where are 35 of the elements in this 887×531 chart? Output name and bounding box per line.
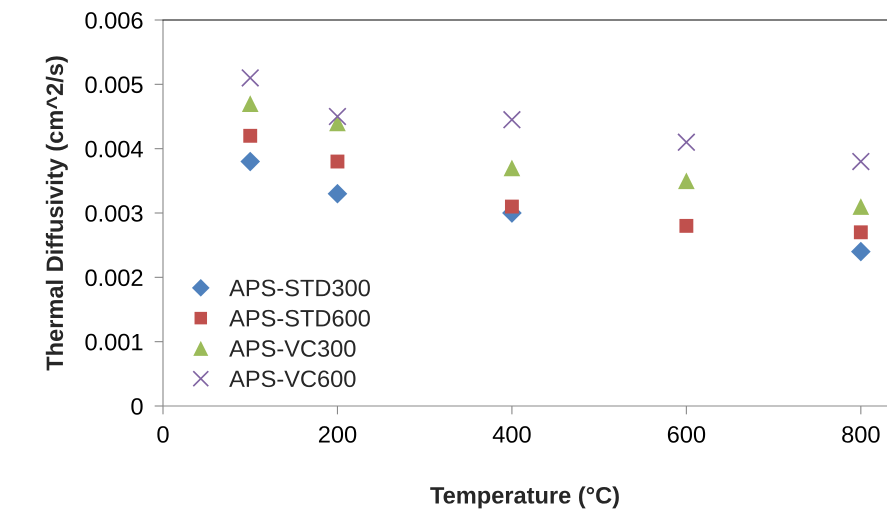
point <box>852 198 870 215</box>
y-axis-title: Thermal Diffusivity (cm^2/s) <box>46 56 68 371</box>
x-tick-label: 600 <box>668 426 706 443</box>
point <box>678 172 695 190</box>
y-tick-label: 0.004 <box>85 140 143 158</box>
point <box>240 152 260 172</box>
point <box>677 133 696 152</box>
point <box>242 95 259 112</box>
legend-label: APS-STD300 <box>229 280 370 296</box>
point <box>852 152 870 171</box>
point <box>330 154 344 168</box>
x-tick-label: 400 <box>492 426 531 443</box>
x-tick-label: 800 <box>842 426 880 443</box>
x-tick-label: 200 <box>318 426 356 443</box>
y-tick-label: 0.006 <box>85 12 143 29</box>
point <box>854 225 868 240</box>
legend-label: APS-STD600 <box>229 310 370 327</box>
y-tick-label: 0.002 <box>85 269 142 286</box>
y-tick-label: 0 <box>131 398 143 415</box>
point <box>328 184 348 204</box>
point <box>328 107 347 126</box>
point <box>504 160 520 176</box>
x-tick-label: 0 <box>157 426 169 443</box>
point <box>241 68 260 88</box>
point <box>679 218 694 233</box>
y-tick-label: 0.003 <box>85 205 143 222</box>
y-tick-label: 0.001 <box>85 334 142 350</box>
point <box>502 110 522 129</box>
y-tick-label: 0.005 <box>85 76 143 94</box>
point <box>851 242 871 262</box>
legend-label: APS-VC600 <box>229 370 356 388</box>
legend-label: APS-VC300 <box>229 340 356 357</box>
x-axis-title: Temperature (°C) <box>430 486 619 508</box>
point <box>504 200 519 214</box>
point <box>243 128 258 143</box>
